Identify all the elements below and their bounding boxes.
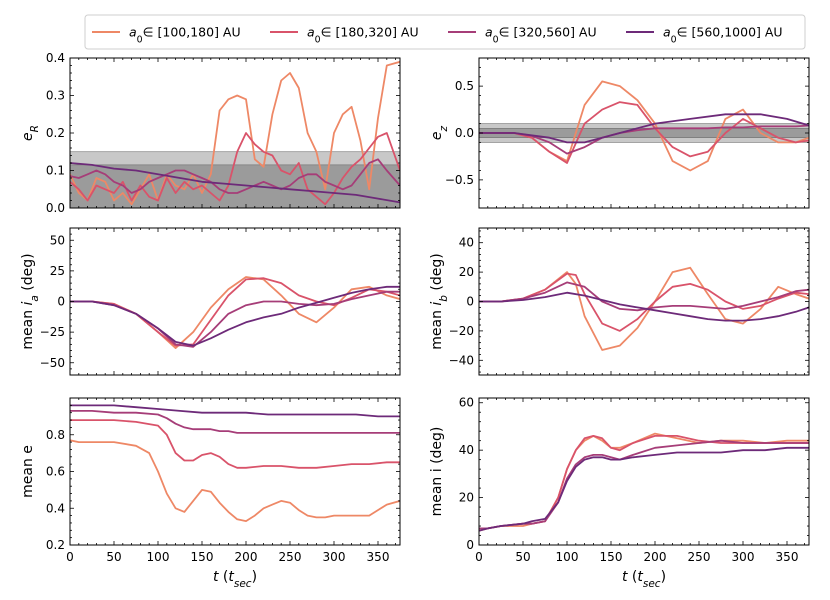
ytick-label: −20: [449, 324, 474, 338]
legend-label-1: a0∈ [180,320] AU: [307, 25, 419, 46]
ytick-label: 0: [466, 295, 474, 309]
series-ia-2: [70, 290, 400, 348]
legend-label-2: a0∈ [320,560] AU: [485, 25, 597, 46]
xtick-label: 300: [732, 550, 755, 564]
series-i-2: [479, 439, 809, 530]
panels: 0.0 0.1 0.2 0.3 0.4 eR −0.5 0.0 0.5 ez −50 −25 0 25 50…: [20, 51, 810, 590]
series-eR-1: [70, 132, 400, 206]
ylabel-e: mean e: [20, 445, 36, 498]
xlabel: t (tsec): [622, 569, 666, 590]
ytick-label: 0.4: [46, 501, 65, 515]
ytick-label: 50: [50, 233, 65, 247]
band-ez-1: [479, 128, 809, 138]
legend-label-0: a0∈ [100,180] AU: [129, 25, 241, 46]
panel-ez: −0.5 0.0 0.5 ez: [429, 57, 810, 209]
ytick-label: 20: [459, 265, 474, 279]
ylabel-ez: ez: [429, 125, 450, 140]
ytick-label: 0.2: [46, 126, 65, 140]
ytick-label: 40: [459, 236, 474, 250]
series-i-3: [479, 446, 809, 532]
series-e-1: [70, 419, 400, 469]
xtick-label: 100: [147, 550, 170, 564]
series-i-0: [479, 432, 809, 532]
series-ib-1: [479, 272, 809, 332]
series-e-3: [70, 404, 400, 418]
series-eR-2: [70, 158, 400, 194]
series-ez-3: [479, 113, 809, 144]
xtick-label: 200: [644, 550, 667, 564]
panel-ia: −50 −25 0 25 50 mean ia (deg): [20, 227, 401, 376]
ytick-label: −50: [40, 356, 65, 370]
ytick-label: 0: [466, 538, 474, 552]
xtick-label: 0: [475, 550, 483, 564]
ytick-label: 25: [50, 264, 65, 278]
ylabel-eR: eR: [20, 125, 41, 141]
series-e-0: [70, 439, 400, 522]
legend-frame: [84, 14, 806, 50]
series-e-2: [70, 410, 400, 434]
xtick-label: 350: [367, 550, 390, 564]
ytick-label: 0.5: [455, 79, 474, 93]
ylabel-ia: mean ia (deg): [20, 253, 41, 349]
series-ez-2: [479, 124, 809, 155]
ytick-label: 0.1: [46, 164, 65, 178]
series-ia-3: [70, 285, 400, 347]
xtick-label: 50: [106, 550, 121, 564]
series-ib-2: [479, 281, 809, 312]
xtick-label: 0: [66, 550, 74, 564]
axes-frame-i: [478, 397, 810, 546]
ytick-label: 0.0: [46, 201, 65, 215]
panel-eR: 0.0 0.1 0.2 0.3 0.4 eR: [20, 51, 401, 215]
series-ib-3: [479, 291, 809, 322]
xtick-label: 250: [279, 550, 302, 564]
ylabel-ib: mean ib (deg): [429, 253, 450, 349]
ytick-label: 0.6: [46, 465, 65, 479]
ytick-label: 20: [459, 491, 474, 505]
series-eR-0: [70, 60, 400, 206]
ytick-label: −0.5: [445, 173, 474, 187]
ytick-label: 0.8: [46, 428, 65, 442]
legend: a0∈ [100,180] AU a0∈ [180,320] AU a0∈ [320…: [84, 14, 806, 50]
series-ia-1: [70, 277, 400, 347]
series-eR-3: [70, 162, 400, 204]
ytick-label: −25: [40, 325, 65, 339]
xtick-label: 150: [191, 550, 214, 564]
ytick-label: 0: [57, 295, 65, 309]
ylabel-i: mean i (deg): [429, 427, 445, 517]
xtick-label: 50: [515, 550, 530, 564]
legend-label-3: a0∈ [560,1000] AU: [663, 25, 783, 46]
xtick-label: 250: [688, 550, 711, 564]
xtick-label: 350: [776, 550, 799, 564]
axes-frame-ia: [69, 227, 401, 376]
xtick-label: 100: [556, 550, 579, 564]
ytick-label: 0.0: [455, 126, 474, 140]
panel-i: 0 50 100 150 200 250 300 350 0 20 40 60 mean i (deg)…: [429, 396, 810, 590]
ytick-label: −40: [449, 353, 474, 367]
ytick-label: 60: [459, 396, 474, 410]
ytick-label: 0.3: [46, 89, 65, 103]
panel-ib: −40 −20 0 20 40 mean ib (deg): [429, 227, 810, 376]
series-ia-0: [70, 276, 400, 349]
xtick-label: 300: [323, 550, 346, 564]
xlabel: t (tsec): [213, 569, 257, 590]
panel-e: 0 50 100 150 200 250 300 350 0.2 0.4 0.6 0.8 mean e t…: [20, 397, 401, 590]
ytick-label: 0.4: [46, 51, 65, 65]
ytick-label: 40: [459, 443, 474, 457]
ytick-label: 0.2: [46, 538, 65, 552]
xtick-label: 150: [600, 550, 623, 564]
xtick-label: 200: [235, 550, 258, 564]
